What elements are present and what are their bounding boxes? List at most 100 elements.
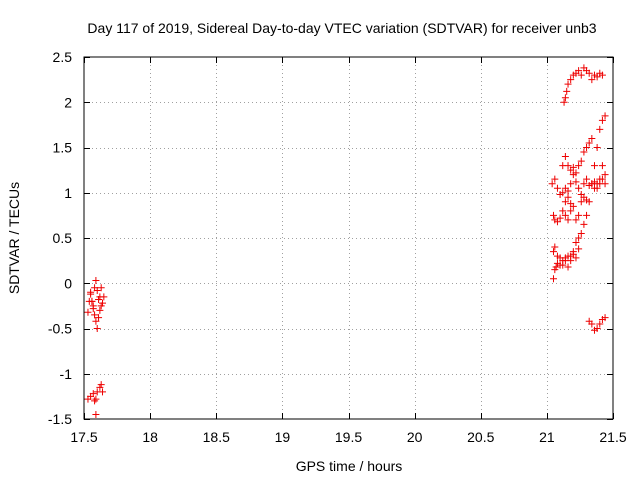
x-tick-label: 18.5 [203, 429, 230, 445]
data-point [564, 216, 572, 224]
x-tick-label: 18 [142, 429, 158, 445]
data-point [88, 297, 96, 305]
data-point [561, 257, 569, 265]
data-point [598, 162, 606, 170]
data-point [601, 180, 609, 188]
data-point [596, 125, 604, 133]
data-point [97, 302, 105, 310]
x-tick-label: 21 [539, 429, 555, 445]
data-point [590, 184, 598, 192]
axis-ticks [84, 57, 614, 420]
data-point [577, 229, 585, 237]
data-point [580, 220, 588, 228]
y-tick-label: -1.5 [48, 411, 72, 427]
data-point [564, 263, 572, 271]
y-tick-label: 0.5 [53, 230, 73, 246]
data-point [572, 216, 580, 224]
data-point [552, 263, 560, 271]
data-point [97, 284, 105, 292]
data-point [575, 184, 583, 192]
data-point [575, 162, 583, 170]
y-tick-label: -1 [60, 366, 73, 382]
grid [84, 57, 613, 419]
data-point [559, 189, 567, 197]
y-tick-label: 1 [64, 185, 72, 201]
data-point [575, 234, 583, 242]
y-axis-label: SDTVAR / TECUs [6, 182, 22, 294]
data-point [567, 207, 575, 215]
data-point [91, 397, 99, 405]
data-point [601, 112, 609, 120]
data-point [92, 410, 100, 418]
series-track-g [548, 171, 609, 199]
data-point [549, 211, 557, 219]
data-point [588, 76, 596, 84]
data-point [97, 381, 105, 389]
series-track-d [549, 112, 609, 283]
data-point [92, 317, 100, 325]
data-point [556, 254, 564, 262]
data-point [580, 148, 588, 156]
y-tick-label: 0 [64, 275, 72, 291]
y-tick-label: 2 [64, 94, 72, 110]
data-point [596, 175, 604, 183]
data-point [572, 178, 580, 186]
series-track-j [560, 64, 606, 106]
data-point [593, 73, 601, 81]
data-point [93, 325, 101, 332]
y-tick-label: 1.5 [53, 140, 73, 156]
y-tick-label: 2.5 [53, 49, 73, 65]
chart-title: Day 117 of 2019, Sidereal Day-to-day VTE… [87, 20, 596, 36]
data-point [89, 390, 97, 398]
data-point [561, 211, 569, 219]
data-point [598, 71, 606, 79]
data-point [564, 80, 572, 88]
series-track-i [561, 162, 609, 224]
x-tick-labels: 17.5 18 18.5 19 19.5 20 20.5 21 21.5 [70, 429, 626, 445]
data-point [93, 286, 101, 294]
data-point [569, 202, 577, 210]
series-track-h [559, 134, 596, 177]
series-track-e [549, 243, 583, 271]
data-point [559, 261, 567, 269]
data-point [593, 325, 601, 332]
data-point [585, 69, 593, 77]
data-point [575, 67, 583, 75]
data-point [92, 395, 100, 403]
data-point [561, 198, 569, 206]
data-point [572, 254, 580, 262]
x-tick-label: 20.5 [467, 429, 494, 445]
data-point [91, 311, 99, 319]
x-tick-label: 20 [407, 429, 423, 445]
data-point [556, 214, 564, 222]
data-point [99, 388, 107, 396]
data-point [583, 175, 591, 183]
data-point [92, 277, 100, 285]
x-tick-label: 21.5 [599, 429, 626, 445]
y-tick-label: -0.5 [48, 321, 72, 337]
data-point [588, 320, 596, 328]
x-tick-label: 17.5 [70, 429, 97, 445]
data-point [596, 320, 604, 328]
y-tick-labels: -1.5 -1 -0.5 0 0.5 1 1.5 2 2.5 [48, 49, 72, 427]
data-point [549, 248, 557, 256]
x-tick-label: 19.5 [335, 429, 362, 445]
data-point [583, 144, 591, 151]
data-point [561, 153, 569, 161]
data-point [560, 98, 568, 106]
series-track-f [549, 207, 575, 226]
data-point [572, 239, 580, 247]
data-point [89, 305, 97, 313]
data-point [572, 169, 580, 177]
data-points [84, 64, 609, 418]
data-point [569, 163, 577, 171]
series-track-a [84, 277, 108, 316]
data-point [567, 180, 575, 188]
data-point [548, 180, 556, 188]
data-point [553, 184, 561, 192]
x-tick-label: 19 [275, 429, 291, 445]
data-point [588, 134, 596, 142]
series-track-c [84, 381, 107, 418]
data-point [564, 187, 572, 195]
